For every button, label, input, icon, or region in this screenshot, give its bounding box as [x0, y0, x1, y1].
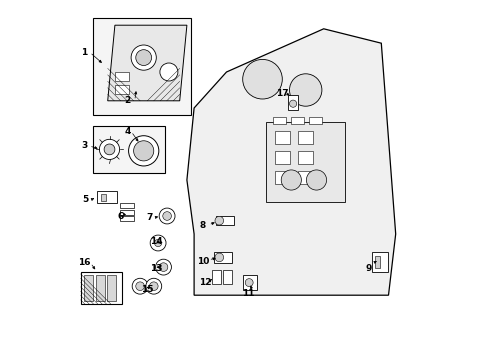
Bar — [371, 252, 387, 272]
Circle shape — [160, 63, 178, 81]
Bar — [291, 117, 303, 124]
Circle shape — [215, 253, 223, 262]
Circle shape — [281, 170, 301, 190]
Text: 12: 12 — [198, 278, 211, 287]
Bar — [242, 275, 257, 290]
Circle shape — [289, 100, 296, 107]
Circle shape — [306, 170, 326, 190]
Bar — [275, 131, 289, 144]
Circle shape — [133, 141, 153, 161]
Bar — [298, 151, 312, 164]
Circle shape — [131, 45, 156, 70]
Circle shape — [136, 282, 144, 291]
Circle shape — [163, 212, 171, 220]
Text: 14: 14 — [150, 237, 163, 246]
Bar — [93, 18, 190, 115]
Bar — [265, 122, 345, 202]
Text: 15: 15 — [141, 285, 153, 294]
Text: 10: 10 — [197, 256, 209, 266]
Bar — [101, 194, 106, 201]
Text: 5: 5 — [82, 195, 88, 204]
Circle shape — [150, 235, 166, 251]
Circle shape — [159, 208, 175, 224]
Circle shape — [155, 259, 171, 275]
Circle shape — [132, 278, 148, 294]
Text: 17: 17 — [275, 89, 288, 98]
Circle shape — [244, 279, 253, 287]
Circle shape — [149, 282, 158, 291]
Bar — [115, 85, 129, 94]
Polygon shape — [107, 25, 186, 101]
Circle shape — [104, 144, 115, 155]
Bar — [115, 72, 129, 81]
Polygon shape — [186, 29, 395, 295]
Text: 16: 16 — [78, 258, 90, 267]
Circle shape — [145, 278, 162, 294]
Bar — [309, 117, 321, 124]
Bar — [213, 252, 231, 263]
Circle shape — [159, 263, 167, 271]
Bar — [93, 126, 165, 173]
Circle shape — [215, 216, 223, 225]
Bar — [215, 216, 233, 225]
Bar — [374, 256, 380, 268]
Text: 4: 4 — [124, 127, 130, 136]
Circle shape — [128, 136, 159, 166]
Bar — [275, 151, 289, 164]
Text: 11: 11 — [242, 289, 254, 298]
Bar — [120, 203, 134, 208]
Bar — [298, 171, 312, 184]
Bar — [120, 210, 134, 215]
Bar — [212, 270, 221, 284]
Bar — [84, 275, 93, 301]
Bar — [107, 275, 116, 301]
Bar — [120, 216, 134, 221]
Circle shape — [136, 50, 151, 66]
Bar — [96, 275, 104, 301]
Bar — [81, 272, 122, 304]
Text: 7: 7 — [145, 213, 152, 222]
Bar — [273, 117, 285, 124]
Bar — [287, 95, 298, 110]
Text: 1: 1 — [81, 48, 87, 57]
Circle shape — [289, 74, 321, 106]
Text: 9: 9 — [365, 264, 371, 273]
Circle shape — [154, 239, 162, 247]
Bar — [275, 171, 289, 184]
Text: 6: 6 — [117, 212, 123, 220]
Bar — [223, 270, 231, 284]
Text: 13: 13 — [150, 264, 162, 273]
Circle shape — [99, 139, 120, 159]
Text: 2: 2 — [124, 96, 130, 105]
Text: 3: 3 — [81, 141, 87, 150]
Text: 8: 8 — [200, 220, 206, 230]
Circle shape — [242, 59, 282, 99]
Bar — [97, 191, 117, 203]
Bar — [298, 131, 312, 144]
